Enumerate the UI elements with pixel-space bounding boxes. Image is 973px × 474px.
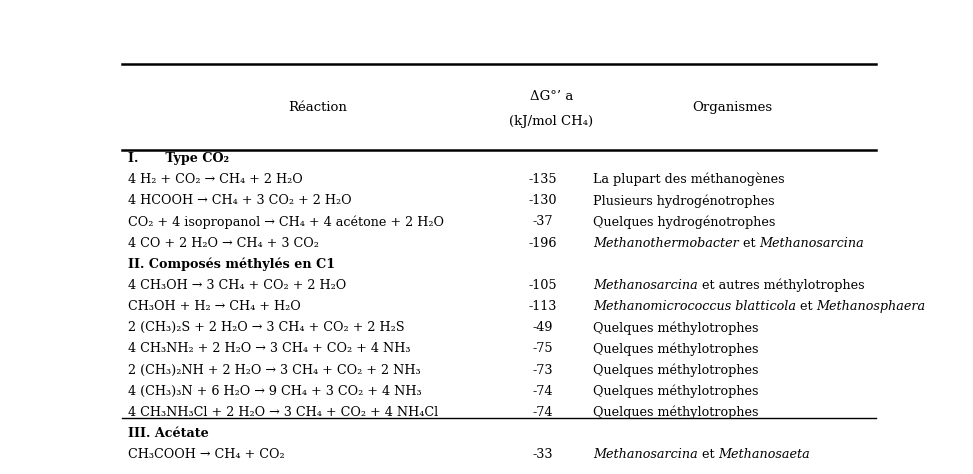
Text: Quelques méthylotrophes: Quelques méthylotrophes: [593, 364, 758, 377]
Text: Methanomicrococcus blatticola: Methanomicrococcus blatticola: [593, 300, 796, 313]
Text: -135: -135: [528, 173, 557, 186]
Text: Methanosarcina: Methanosarcina: [759, 237, 864, 250]
Text: Réaction: Réaction: [288, 100, 347, 114]
Text: CH₃OH + H₂ → CH₄ + H₂O: CH₃OH + H₂ → CH₄ + H₂O: [127, 300, 301, 313]
Text: -196: -196: [528, 237, 557, 250]
Text: Organismes: Organismes: [693, 100, 773, 114]
Text: -105: -105: [528, 279, 557, 292]
Text: I.      Type CO₂: I. Type CO₂: [127, 152, 229, 165]
Text: Quelques hydrogénotrophes: Quelques hydrogénotrophes: [593, 215, 775, 228]
Text: CO₂ + 4 isopropanol → CH₄ + 4 acétone + 2 H₂O: CO₂ + 4 isopropanol → CH₄ + 4 acétone + …: [127, 215, 444, 228]
Text: -75: -75: [532, 342, 553, 356]
Text: Quelques méthylotrophes: Quelques méthylotrophes: [593, 406, 758, 419]
Text: 2 (CH₃)₂NH + 2 H₂O → 3 CH₄ + CO₂ + 2 NH₃: 2 (CH₃)₂NH + 2 H₂O → 3 CH₄ + CO₂ + 2 NH₃: [127, 364, 420, 377]
Text: Quelques méthylotrophes: Quelques méthylotrophes: [593, 342, 758, 356]
Text: III. Acétate: III. Acétate: [127, 427, 208, 440]
Text: 4 H₂ + CO₂ → CH₄ + 2 H₂O: 4 H₂ + CO₂ → CH₄ + 2 H₂O: [127, 173, 303, 186]
Text: Methanosaeta: Methanosaeta: [718, 448, 811, 461]
Text: et: et: [796, 300, 816, 313]
Text: -74: -74: [532, 385, 553, 398]
Text: -73: -73: [532, 364, 553, 377]
Text: et: et: [698, 448, 718, 461]
Text: -113: -113: [528, 300, 557, 313]
Text: Methanothermobacter: Methanothermobacter: [593, 237, 739, 250]
Text: -37: -37: [532, 215, 553, 228]
Text: (kJ/mol CH₄): (kJ/mol CH₄): [510, 115, 594, 128]
Text: 4 CO + 2 H₂O → CH₄ + 3 CO₂: 4 CO + 2 H₂O → CH₄ + 3 CO₂: [127, 237, 318, 250]
Text: 4 HCOOH → CH₄ + 3 CO₂ + 2 H₂O: 4 HCOOH → CH₄ + 3 CO₂ + 2 H₂O: [127, 194, 351, 207]
Text: La plupart des méthanogènes: La plupart des méthanogènes: [593, 173, 784, 186]
Text: Quelques méthylotrophes: Quelques méthylotrophes: [593, 321, 758, 335]
Text: II. Composés méthylés en C1: II. Composés méthylés en C1: [127, 257, 335, 271]
Text: 4 CH₃NH₂ + 2 H₂O → 3 CH₄ + CO₂ + 4 NH₃: 4 CH₃NH₂ + 2 H₂O → 3 CH₄ + CO₂ + 4 NH₃: [127, 342, 411, 356]
Text: 4 CH₃OH → 3 CH₄ + CO₂ + 2 H₂O: 4 CH₃OH → 3 CH₄ + CO₂ + 2 H₂O: [127, 279, 346, 292]
Text: et autres méthylotrophes: et autres méthylotrophes: [698, 279, 864, 292]
Text: -49: -49: [532, 321, 553, 334]
Text: Quelques méthylotrophes: Quelques méthylotrophes: [593, 384, 758, 398]
Text: Plusieurs hydrogénotrophes: Plusieurs hydrogénotrophes: [593, 194, 775, 208]
Text: -33: -33: [532, 448, 553, 461]
Text: ΔG°’ a: ΔG°’ a: [529, 90, 573, 102]
Text: 4 CH₃NH₃Cl + 2 H₂O → 3 CH₄ + CO₂ + 4 NH₄Cl: 4 CH₃NH₃Cl + 2 H₂O → 3 CH₄ + CO₂ + 4 NH₄…: [127, 406, 438, 419]
Text: Methanosarcina: Methanosarcina: [593, 448, 698, 461]
Text: 4 (CH₃)₃N + 6 H₂O → 9 CH₄ + 3 CO₂ + 4 NH₃: 4 (CH₃)₃N + 6 H₂O → 9 CH₄ + 3 CO₂ + 4 NH…: [127, 385, 421, 398]
Text: 2 (CH₃)₂S + 2 H₂O → 3 CH₄ + CO₂ + 2 H₂S: 2 (CH₃)₂S + 2 H₂O → 3 CH₄ + CO₂ + 2 H₂S: [127, 321, 404, 334]
Text: Methanosarcina: Methanosarcina: [593, 279, 698, 292]
Text: Methanosphaera: Methanosphaera: [816, 300, 925, 313]
Text: et: et: [739, 237, 759, 250]
Text: -74: -74: [532, 406, 553, 419]
Text: -130: -130: [528, 194, 557, 207]
Text: CH₃COOH → CH₄ + CO₂: CH₃COOH → CH₄ + CO₂: [127, 448, 284, 461]
